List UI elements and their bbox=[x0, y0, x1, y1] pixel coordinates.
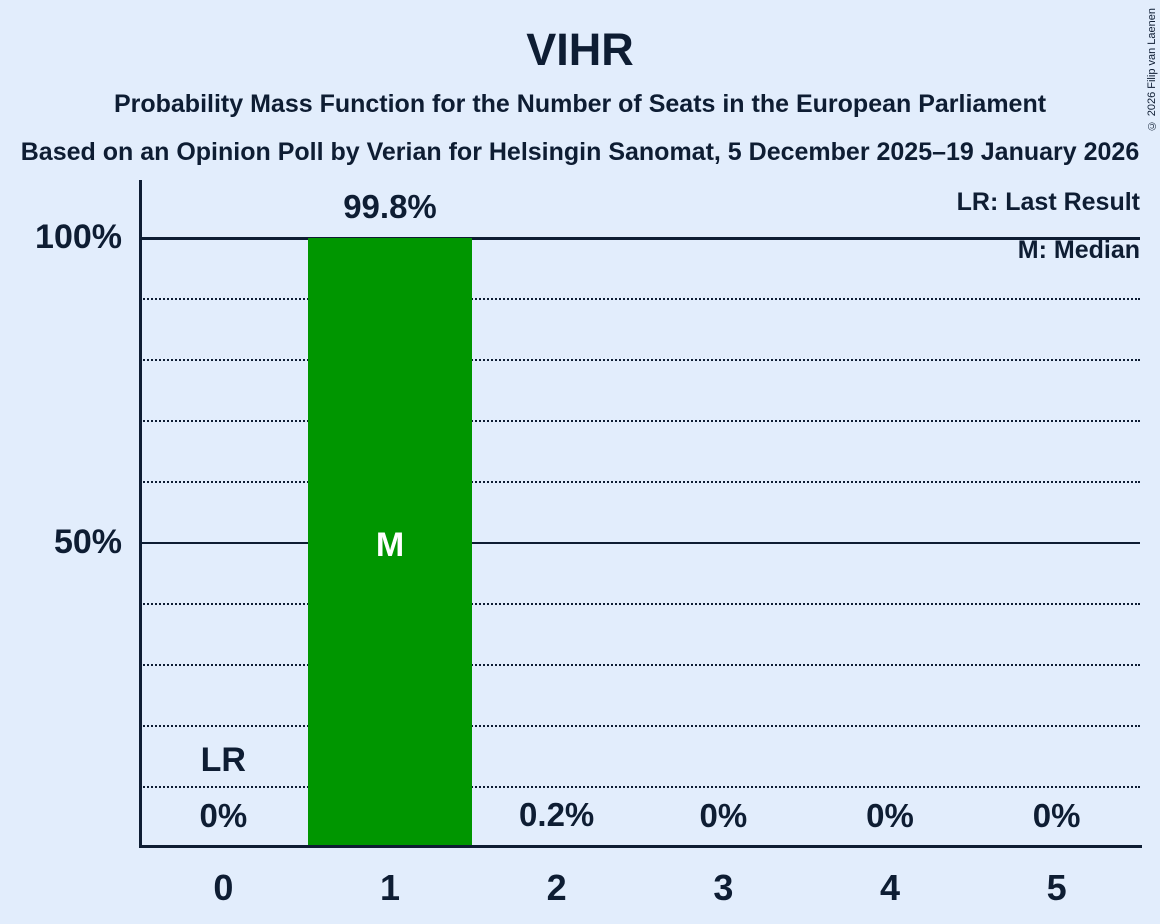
gridline-80pct bbox=[140, 359, 1140, 361]
legend-last-result: LR: Last Result bbox=[956, 188, 1140, 216]
y-axis-line bbox=[139, 180, 142, 847]
chart-subtitle: Probability Mass Function for the Number… bbox=[113, 90, 1047, 118]
value-label-seats-3: 0% bbox=[699, 797, 748, 834]
value-label-seats-0: 0% bbox=[199, 797, 248, 834]
gridline-50pct bbox=[140, 542, 1140, 544]
chart-title: VIHR bbox=[526, 24, 634, 75]
value-label-seats-2: 0.2% bbox=[519, 795, 595, 833]
gridline-60pct bbox=[140, 481, 1140, 483]
x-tick-label-0: 0 bbox=[213, 867, 234, 908]
value-label-seats-5: 0% bbox=[1032, 797, 1081, 834]
value-label-seats-1: 99.8% bbox=[343, 188, 437, 226]
gridline-20pct bbox=[140, 725, 1140, 727]
gridline-90pct bbox=[140, 298, 1140, 300]
x-tick-label-4: 4 bbox=[879, 867, 901, 908]
annotation-lr: LR bbox=[200, 741, 246, 780]
gridline-30pct bbox=[140, 664, 1140, 666]
x-axis-line bbox=[139, 845, 1142, 848]
gridline-40pct bbox=[140, 603, 1140, 605]
value-label-seats-4: 0% bbox=[866, 797, 914, 834]
gridline-10pct bbox=[140, 786, 1140, 788]
gridline-100pct bbox=[140, 237, 1140, 240]
gridline-70pct bbox=[140, 420, 1140, 422]
chart-source-line: Based on an Opinion Poll by Verian for H… bbox=[20, 138, 1140, 166]
y-tick-label-50: 50% bbox=[53, 523, 122, 561]
annotation-m: M bbox=[375, 526, 405, 565]
x-tick-label-1: 1 bbox=[379, 867, 401, 908]
y-tick-label-100: 100% bbox=[35, 218, 122, 256]
x-tick-label-2: 2 bbox=[546, 867, 567, 908]
x-tick-label-3: 3 bbox=[713, 867, 734, 908]
bar-seats-1 bbox=[308, 238, 472, 847]
x-tick-label-5: 5 bbox=[1046, 867, 1067, 908]
legend-median: M: Median bbox=[1017, 236, 1140, 264]
copyright-notice: © 2026 Filip van Laenen bbox=[1146, 8, 1158, 132]
